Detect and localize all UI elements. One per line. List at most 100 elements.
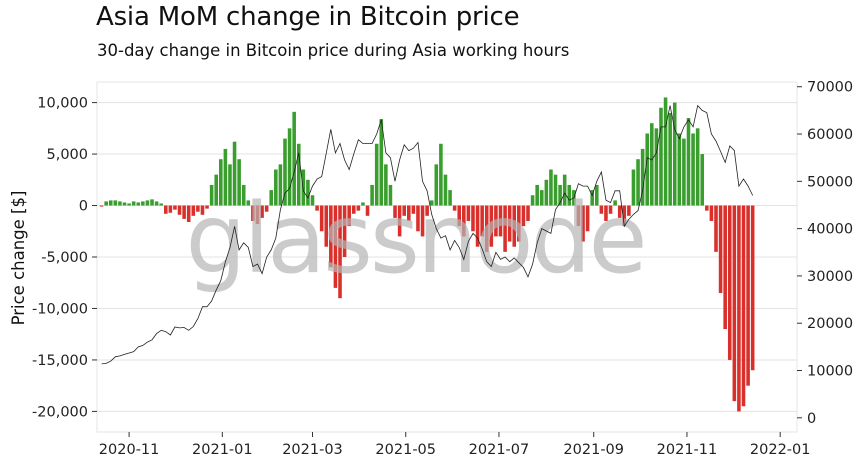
bar-positive [434,164,439,206]
bar-positive [136,202,141,206]
bar-negative [608,205,613,214]
bar-negative [177,205,182,215]
bar-negative [512,205,517,247]
bar-negative [168,205,173,213]
bar-negative [186,205,191,222]
bar-negative [319,205,324,232]
bar-positive [214,174,219,206]
bar-positive [159,203,163,206]
bar-positive [659,107,663,206]
bar-negative [324,205,329,247]
bar-negative [709,205,714,221]
bar-negative [498,205,503,237]
y-right-tick-label: 20000 [807,316,853,332]
bar-positive [544,179,549,206]
bar-negative [182,205,186,219]
bar-negative [723,205,727,330]
bar-positive [539,190,544,206]
bar-negative [480,205,484,237]
bar-negative [732,205,737,402]
bar-positive [241,184,246,206]
price-line [101,104,754,365]
bar-negative [718,205,723,294]
bar-positive [567,184,572,206]
chart-title: Asia MoM change in Bitcoin price [96,2,520,32]
y-tick-label: 5,000 [46,147,88,163]
y-right-tick-label: 10000 [807,364,853,380]
bar-positive [274,169,278,206]
bar-positive [283,138,287,206]
bar-positive [654,128,659,206]
x-tick-label: 2021-07 [469,442,530,458]
bar-negative [163,205,168,214]
bar-negative [452,205,457,211]
bar-negative [714,205,718,252]
bar-negative [351,205,356,214]
bar-negative [581,205,585,242]
bar-negative [727,205,732,360]
bar-negative [393,205,397,218]
bar-positive [246,200,251,206]
bar-positive [104,201,108,206]
bar-positive [558,184,562,206]
bar-positive [695,128,700,206]
bar-negative [260,205,264,218]
bar-positive [374,143,379,206]
bar-negative [604,205,608,221]
bar-negative [420,205,425,237]
bar-negative [264,205,269,212]
bar-negative [425,205,429,216]
bar-negative [489,205,494,247]
bar-positive [448,190,452,206]
bar-positive [443,174,448,206]
bar-negative [205,205,209,209]
bar-positive [122,202,127,206]
y-tick-label: 0 [79,199,88,215]
bar-positive [590,190,594,206]
bar-negative [484,205,489,252]
bar-positive [301,169,306,206]
bar-negative [503,205,507,252]
x-tick-label: 2020-11 [99,442,160,458]
bar-positive [232,141,237,206]
bar-positive [562,174,567,206]
bar-negative [494,205,498,237]
bar-positive [384,164,388,206]
bar-positive [269,190,274,206]
bar-positive [700,154,705,206]
bar-positive [439,143,443,206]
bar-negative [347,205,351,227]
bar-positive [296,143,301,206]
bar-negative [617,205,622,218]
bar-positive [640,148,645,206]
bar-positive [209,184,214,206]
bar-negative [741,205,746,407]
bar-positive [672,102,677,206]
y-right-tick-label: 70000 [807,80,853,96]
bar-positive [310,195,315,206]
bar-negative [746,205,750,386]
bar-positive [108,200,113,206]
bar-positive [663,97,668,206]
bar-negative [599,205,604,214]
bar-positive [691,133,695,206]
watermark: glassnode [185,183,644,295]
bar-negative [411,205,416,214]
x-tick-label: 2021-09 [563,442,624,458]
bar-negative [200,205,205,215]
bar-negative [315,205,319,211]
bar-negative [407,205,411,221]
bar-positive [613,200,617,206]
bar-negative [356,205,361,211]
bar-negative [365,205,370,216]
bar-positive [668,112,672,206]
bar-positive [306,179,310,206]
bar-positive [530,195,535,206]
bar-negative [471,205,475,232]
bar-positive [127,203,131,206]
x-tick-label: 2021-11 [657,442,718,458]
bar-negative [462,205,466,237]
bar-positive [131,201,136,206]
bar-negative [705,205,709,211]
